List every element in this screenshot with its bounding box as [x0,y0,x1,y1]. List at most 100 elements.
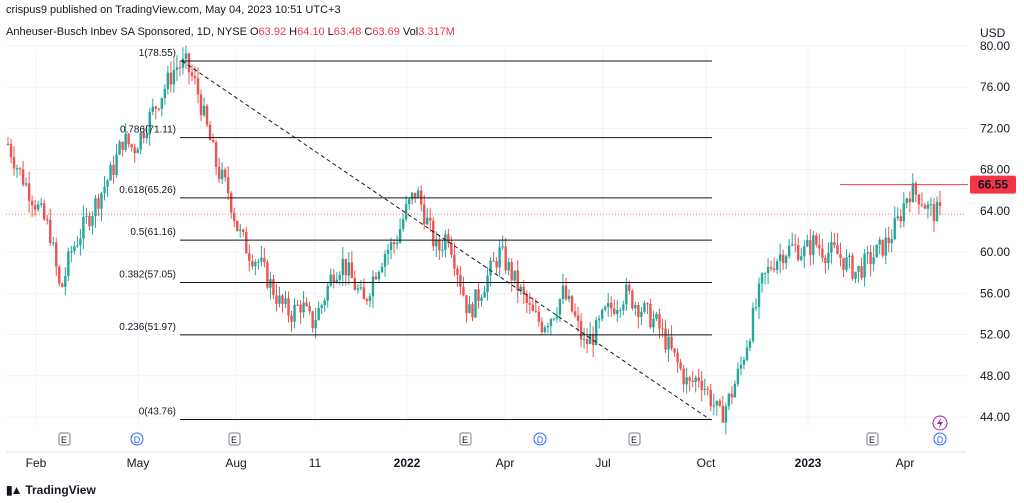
event-marker-label: D [134,435,141,445]
candle-body [377,271,381,280]
price-axis[interactable]: 80.00 76.00 72.00 68.00 64.00 60.00 56.00 52.00… [970,39,1016,424]
candle-body [341,258,344,276]
candle-body [459,274,462,288]
candle-body [392,242,396,244]
candle-body [39,203,43,205]
candle-body [607,302,610,307]
candle-body [492,260,495,262]
candle-body [510,262,513,281]
candle-body [528,303,531,305]
candle-body [365,299,369,301]
candle-body [697,377,700,381]
candle-body [401,219,405,229]
candle-body [371,276,375,297]
instrument-legend: Anheuser-Busch Inbev SA Sponsored, 1D, N… [6,26,455,38]
candle-body [447,234,450,243]
candle-body [821,248,824,258]
candle-body [208,124,212,141]
candle-body [594,320,598,345]
candle-body [872,257,875,265]
x-tick-label: Apr [896,456,915,470]
candle-body [350,262,354,279]
candle-body [619,310,622,312]
candle-body [504,246,507,271]
candle-body [151,106,154,112]
y-tick-label: 56.00 [980,286,1010,300]
time-axis[interactable]: Feb May Aug 11 2022 Apr Jul Oct 2023 Apr [6,451,966,470]
candle-body [649,303,652,328]
candle-body [851,255,854,279]
candle-body [380,266,384,272]
candle-body [570,295,574,312]
candle-body [760,273,764,284]
candle-body [477,289,480,301]
candle-body [46,219,49,221]
candle-body [791,244,794,246]
dividend-marker [130,432,144,446]
candle-body [196,78,200,95]
ohlc-key: L [324,26,334,38]
fib-level-label: 0.5(61.16) [130,227,176,238]
fib-level-label: 0.786(71.11) [120,125,176,136]
candle-body [591,334,595,345]
candle-body [410,192,414,200]
candle-body [220,169,224,180]
candle-body [426,217,429,225]
candle-body [404,204,408,220]
candle-body [827,252,830,264]
y-tick-label: 72.00 [980,121,1010,135]
candle-body [688,377,691,381]
candle-body [507,262,510,271]
y-tick-label: 76.00 [980,80,1010,94]
candle-body [142,132,145,139]
publisher-line: crispus9 published on TradingView.com, M… [6,4,341,16]
candle-body [854,271,857,279]
price-marker-label: 66.55 [978,178,1008,192]
candle-body [670,336,673,349]
candle-body [576,315,580,321]
candle-body [157,108,161,110]
candle-body [634,305,637,309]
candle-body [845,257,848,270]
candle-body [471,304,474,318]
dividend-marker [933,432,947,446]
candle-body [233,212,236,221]
fib-level-label: 0.618(65.26) [119,185,176,196]
candle-body [920,204,924,206]
ohlc-key: H [286,26,298,38]
candle-body [664,328,667,350]
candle-body [347,262,351,276]
x-tick-label: 2022 [394,456,421,470]
candle-body [613,308,616,314]
candle-body [703,388,706,390]
candle-body [631,290,634,309]
candle-body [184,53,188,59]
candle-body [881,239,884,256]
candle-body [652,318,655,328]
x-tick-label: Jul [595,456,610,470]
tradingview-logo[interactable]: ▮▲ TradingView [6,483,96,497]
candle-body [287,298,290,316]
candle-body [483,292,486,298]
candle-body [275,295,278,304]
candle-body [519,286,522,291]
candle-body [706,388,709,390]
candle-body [12,157,16,169]
candle-body [407,199,411,205]
candle-body [139,132,142,150]
candle-body [549,319,553,327]
candle-body [85,215,88,217]
candle-body [175,67,179,70]
candle-body [254,261,257,267]
candle-body [754,307,758,309]
candle-body [55,242,58,267]
candle-body [579,320,583,340]
candle-body [148,111,151,135]
fibonacci-retracement[interactable]: 1(78.55) 0.786(71.11) 0.618(65.26) 0.5(61.1… [119,48,712,420]
candle-body [531,304,535,311]
candle-body [229,193,233,213]
candle-body [88,215,91,227]
candle-body [923,205,927,209]
